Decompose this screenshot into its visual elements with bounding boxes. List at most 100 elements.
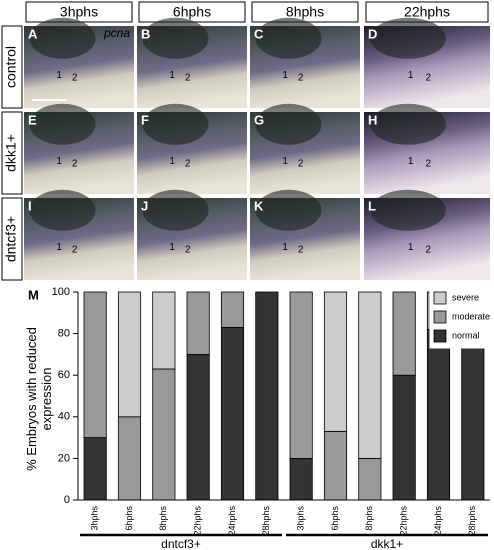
region-marker: 2 <box>72 158 78 169</box>
group-label: dkk1+ <box>371 537 403 550</box>
column-header: 8hphs <box>286 4 324 20</box>
bar-segment <box>358 457 382 501</box>
row-label: control <box>3 46 19 88</box>
region-marker: 1 <box>56 242 62 253</box>
region-marker: 2 <box>185 244 191 255</box>
region-marker: 2 <box>425 244 431 255</box>
bar-segment <box>358 291 382 459</box>
group-label: dntcf3+ <box>161 537 201 550</box>
legend-label: severe <box>452 292 479 302</box>
region-marker: 2 <box>298 158 304 169</box>
legend-label: normal <box>452 330 480 340</box>
region-marker: 1 <box>282 70 288 81</box>
bar-segment <box>392 374 416 501</box>
x-tick-label: 28hphs <box>261 506 271 536</box>
photo-shade <box>142 189 209 231</box>
region-marker: 2 <box>425 158 431 169</box>
row-label: dntcf3+ <box>3 216 19 262</box>
x-tick-label: 28hphs <box>467 506 477 536</box>
bar-segment <box>152 291 176 370</box>
panel-letter: J <box>141 198 148 213</box>
bar-segment <box>392 291 416 376</box>
region-marker: 2 <box>425 72 431 83</box>
photo-shade <box>370 189 446 231</box>
column-header: 3hphs <box>60 4 98 20</box>
x-tick-label: 3hphs <box>90 506 100 531</box>
x-tick-label: 8hphs <box>158 506 168 531</box>
row-label-box <box>1 197 23 281</box>
bar-segment <box>83 437 107 501</box>
region-marker: 1 <box>169 70 175 81</box>
panel-letter: I <box>28 198 32 213</box>
bar-segment <box>323 430 348 501</box>
photo-shade <box>370 103 446 145</box>
region-marker: 2 <box>185 158 191 169</box>
panel-letter: D <box>368 26 377 41</box>
legend-label: moderate <box>452 311 490 321</box>
bar-segment <box>117 291 142 418</box>
y-tick-label: 100 <box>52 286 70 298</box>
bar-segment <box>220 326 245 501</box>
x-tick-label: 6hphs <box>124 506 134 531</box>
panel-letter: K <box>254 198 264 213</box>
legend-swatch <box>433 329 447 343</box>
legend-swatch <box>433 310 447 324</box>
panel-letter: E <box>28 112 37 127</box>
region-marker: 1 <box>408 156 414 167</box>
region-marker: 2 <box>298 244 304 255</box>
photo-shade <box>29 103 96 145</box>
bar-segment <box>323 291 348 432</box>
photo-shade <box>29 189 96 231</box>
x-tick-label: 24hphs <box>433 506 443 536</box>
region-marker: 1 <box>169 242 175 253</box>
x-tick-label: 6hphs <box>330 506 340 531</box>
x-tick-label: 8hphs <box>364 506 374 531</box>
y-tick-label: 80 <box>58 328 70 340</box>
photo-shade <box>255 17 322 59</box>
panel-letter: C <box>254 26 264 41</box>
row-label-box <box>1 111 23 195</box>
x-tick-label: 22hphs <box>193 506 203 536</box>
x-tick-label: 22hphs <box>399 506 409 536</box>
photo-shade <box>255 103 322 145</box>
region-marker: 2 <box>185 72 191 83</box>
photo-shade <box>255 189 322 231</box>
region-marker: 1 <box>408 70 414 81</box>
region-marker: 1 <box>56 156 62 167</box>
y-tick-label: 40 <box>58 411 70 423</box>
row-label: dkk1+ <box>3 134 19 172</box>
bar-segment <box>289 291 313 459</box>
region-marker: 2 <box>72 72 78 83</box>
x-tick-label: 24hphs <box>227 506 237 536</box>
region-marker: 2 <box>72 244 78 255</box>
y-tick-label: 0 <box>64 494 70 506</box>
bar-segment <box>289 457 313 501</box>
panel-letter: M <box>28 287 39 302</box>
bar-segment <box>117 416 142 501</box>
region-marker: 1 <box>408 242 414 253</box>
bar-segment <box>83 291 107 439</box>
column-header: 6hphs <box>173 4 211 20</box>
region-marker: 1 <box>56 70 62 81</box>
gene-label: pcna <box>103 26 130 40</box>
y-tick-label: 60 <box>58 369 70 381</box>
bar-segment <box>186 291 210 355</box>
panel-letter: B <box>141 26 150 41</box>
photo-shade <box>142 17 209 59</box>
bar-segment <box>255 291 279 501</box>
panel-letter: F <box>141 112 149 127</box>
photo-shade <box>370 17 446 59</box>
panel-letter: A <box>28 26 38 41</box>
column-header: 22hphs <box>404 4 450 20</box>
panel-letter: L <box>368 198 376 213</box>
panel-letter: G <box>254 112 264 127</box>
bar-segment <box>152 368 176 501</box>
legend-swatch <box>433 291 447 305</box>
y-axis-label: % Embryos with reduced expression <box>24 327 54 471</box>
photo-shade <box>29 17 96 59</box>
region-marker: 1 <box>282 156 288 167</box>
region-marker: 1 <box>282 242 288 253</box>
row-label-box <box>1 25 23 109</box>
